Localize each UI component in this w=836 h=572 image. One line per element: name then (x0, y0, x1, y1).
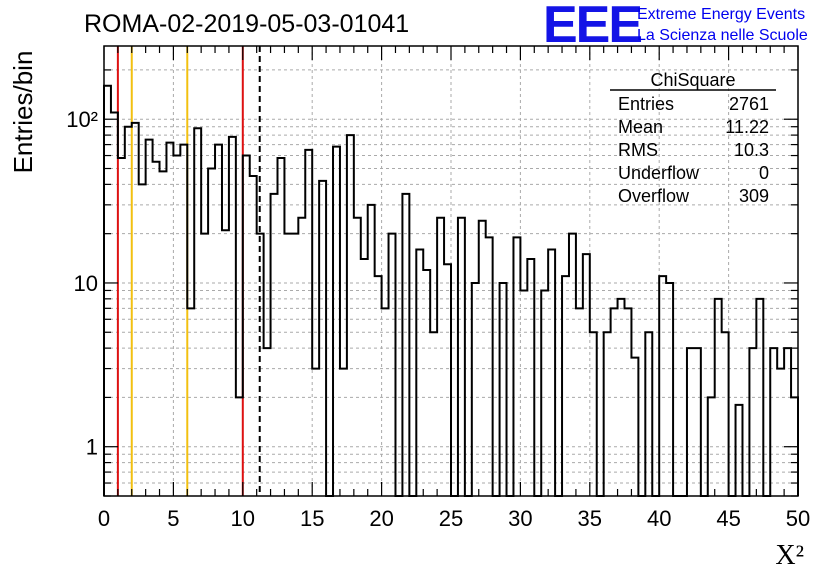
logo-mark: EEE (543, 0, 641, 54)
stats-value: 10.3 (734, 140, 769, 160)
stats-value: 2761 (729, 94, 769, 114)
x-tick-label: 5 (167, 506, 179, 531)
stats-rows: Entries 2761 Mean 11.22 RMS 10.3 Underflow 0 Ove… (618, 94, 769, 206)
stats-title: ChiSquare (650, 70, 735, 90)
y-tick-label: 10 (74, 271, 98, 296)
y-tick-label: 1 (86, 435, 98, 460)
x-tick-label: 45 (716, 506, 740, 531)
x-tick-label: 40 (647, 506, 671, 531)
y-tick-label: 10² (66, 107, 98, 132)
x-tick-label: 15 (300, 506, 324, 531)
x-axis-label: X² (775, 540, 804, 571)
stats-value: 309 (739, 186, 769, 206)
stats-label: Entries (618, 94, 674, 114)
stats-label: Overflow (618, 186, 690, 206)
axis-ticks (103, 46, 799, 497)
stats-value: 11.22 (725, 117, 769, 137)
tick-labels: 0 5 10 15 20 25 30 35 40 45 50 1 10 10² (66, 107, 810, 531)
x-tick-label: 0 (98, 506, 110, 531)
stats-label: Underflow (618, 163, 700, 183)
x-tick-label: 35 (578, 506, 602, 531)
logo-line-2: La Scienza nelle Scuole (637, 27, 808, 44)
stats-box: ChiSquare Entries 2761 Mean 11.22 RMS 10.3 Und… (610, 70, 776, 206)
x-tick-label: 30 (508, 506, 532, 531)
stats-value: 0 (759, 163, 769, 183)
eee-logo: EEE Extreme Energy Events La Scienza nel… (543, 0, 808, 54)
x-tick-label: 25 (439, 506, 463, 531)
stats-label: Mean (618, 117, 663, 137)
reference-lines (116, 46, 261, 496)
x-tick-label: 50 (786, 506, 810, 531)
chart-title: ROMA-02-2019-05-03-01041 (84, 10, 409, 38)
y-axis-label: Entries/bin (8, 51, 38, 174)
logo-line-1: Extreme Energy Events (637, 6, 805, 23)
x-tick-label: 10 (231, 506, 255, 531)
stats-label: RMS (618, 140, 658, 160)
x-tick-label: 20 (369, 506, 393, 531)
